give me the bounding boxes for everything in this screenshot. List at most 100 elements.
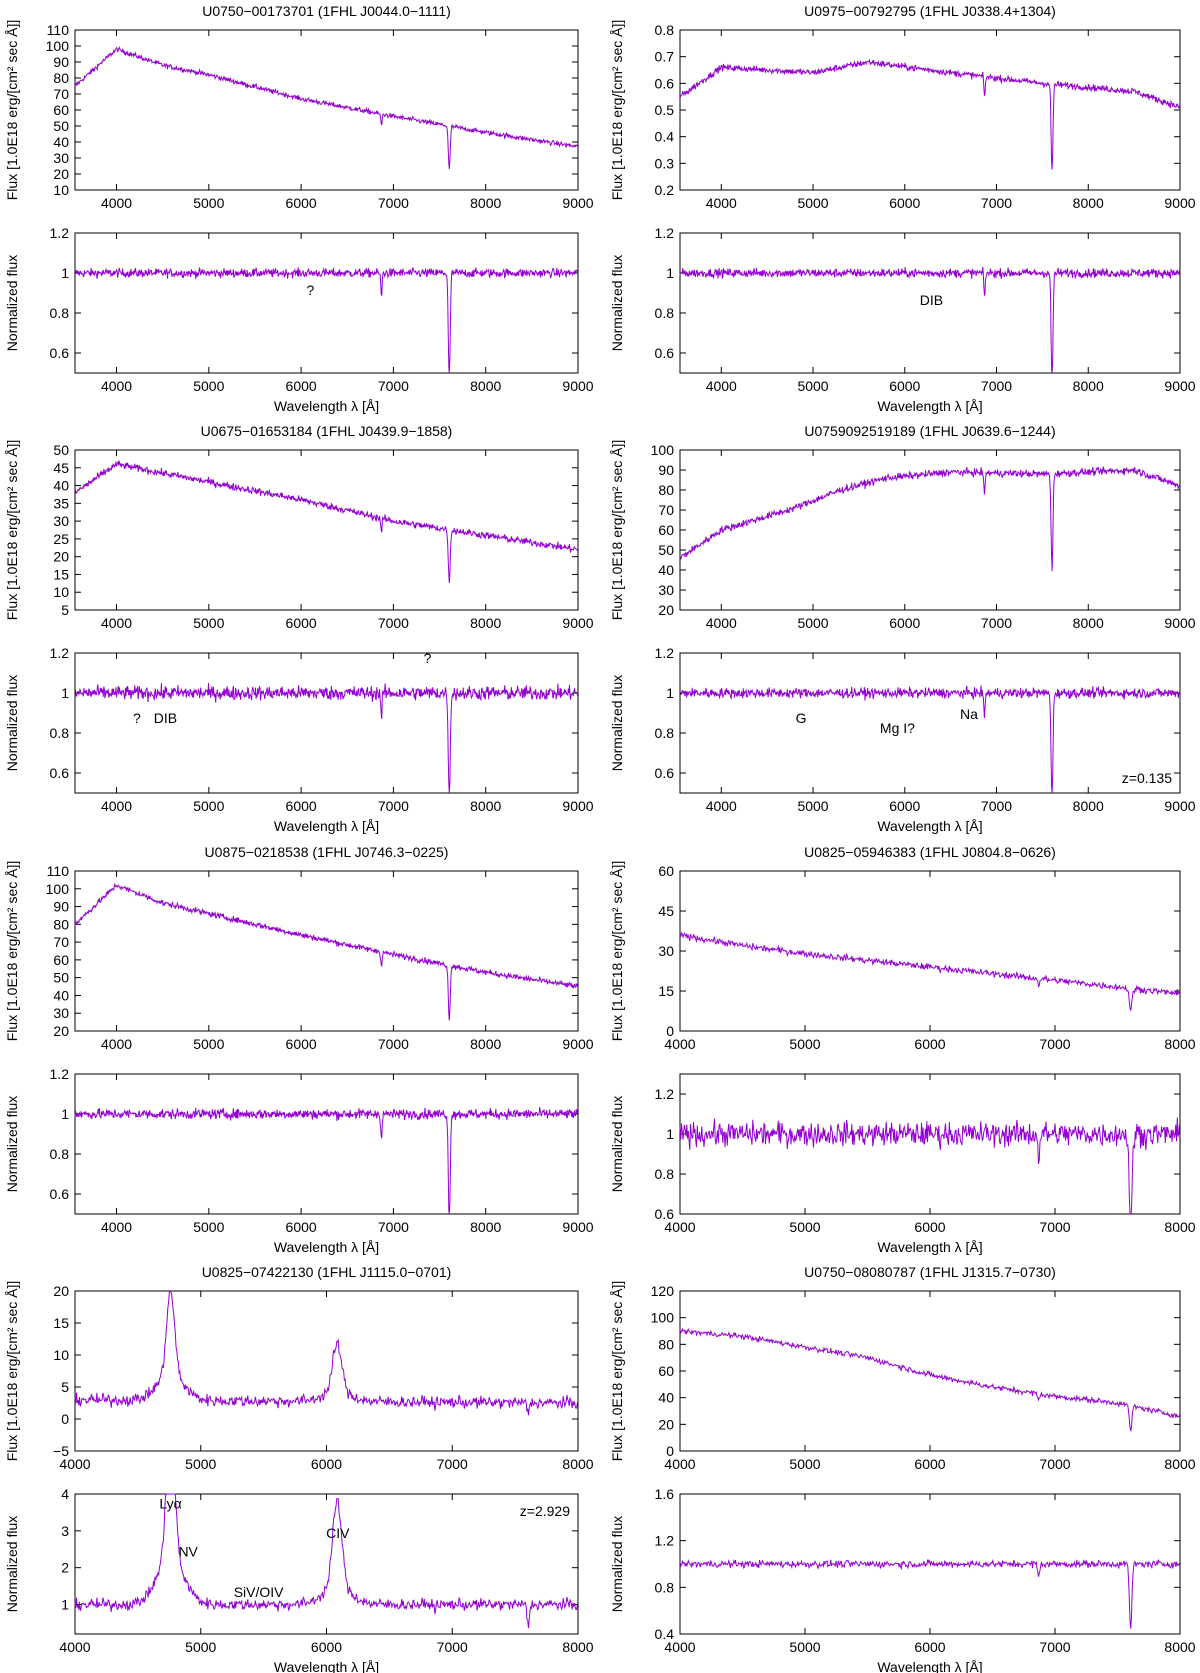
panel-title: U0875−0218538 (1FHL J0746.3−0225) <box>205 844 449 860</box>
flux-ytick-label: 35 <box>53 495 69 511</box>
flux-xtick-label: 6000 <box>914 1456 945 1472</box>
flux-ytick-label: 5 <box>61 1379 69 1395</box>
normalized-spectrum-line <box>679 685 1180 794</box>
flux-xtick-label: 4000 <box>706 615 737 631</box>
flux-xtick-label: 7000 <box>1039 1036 1070 1052</box>
flux-ytick-label: 0.8 <box>655 22 675 38</box>
flux-xtick-label: 4000 <box>101 1036 132 1052</box>
flux-ytick-label: 20 <box>53 1283 69 1299</box>
panel-title: U0750−00173701 (1FHL J0044.0−1111) <box>202 3 451 19</box>
flux-xtick-label: 5000 <box>193 195 224 211</box>
flux-ytick-label: 5 <box>61 602 69 618</box>
flux-xtick-label: 7000 <box>378 1036 409 1052</box>
flux-ytick-label: 30 <box>658 943 674 959</box>
panel-title: U0675−01653184 (1FHL J0439.9−1858) <box>201 423 453 439</box>
panel-title: U0975−00792795 (1FHL J0338.4+1304) <box>804 3 1056 19</box>
flux-xtick-label: 5000 <box>797 615 828 631</box>
norm-ytick-label: 0.8 <box>655 725 675 741</box>
flux-ytick-label: 40 <box>53 987 69 1003</box>
norm-xtick-label: 8000 <box>470 1219 501 1235</box>
normalized-spectrum-line <box>679 1558 1180 1629</box>
norm-xtick-label: 6000 <box>286 1219 317 1235</box>
flux-ytick-label: 110 <box>47 22 70 38</box>
flux-xtick-label: 6000 <box>286 1036 317 1052</box>
flux-xtick-label: 8000 <box>1073 195 1104 211</box>
flux-spectrum-line <box>679 58 1181 170</box>
norm-xtick-label: 5000 <box>193 1219 224 1235</box>
flux-spectrum-line <box>74 45 579 170</box>
flux-ytick-label: 10 <box>53 182 69 198</box>
flux-xtick-label: 7000 <box>1039 1456 1070 1472</box>
norm-ytick-label: 1 <box>666 1126 674 1142</box>
normalized-spectrum-line <box>679 1117 1180 1215</box>
flux-xtick-label: 8000 <box>1164 1456 1195 1472</box>
norm-ytick-label: 1.2 <box>50 645 70 661</box>
flux-spectrum-line <box>679 1327 1180 1432</box>
norm-xtick-label: 9000 <box>1164 378 1195 394</box>
flux-ytick-label: 0.2 <box>655 182 675 198</box>
norm-ytick-label: 3 <box>61 1523 69 1539</box>
spectrum-panel-2: U0975−00792795 (1FHL J0338.4+1304) 0.2 0.3… <box>609 3 1196 414</box>
flux-ytick-label: 70 <box>53 86 69 102</box>
flux-ytick-label: 0.7 <box>655 49 675 65</box>
line-annotation: Lyα <box>159 1496 181 1512</box>
flux-ytick-label: 110 <box>47 863 70 879</box>
normalized-spectrum-line <box>74 682 579 794</box>
spectrum-panel-6: U0825−05946383 (1FHL J0804.8−0626) 0 15 30 4… <box>609 844 1196 1255</box>
norm-ytick-label: 0.8 <box>655 305 675 321</box>
norm-xtick-label: 4000 <box>664 1219 695 1235</box>
flux-ytick-label: 10 <box>53 1347 69 1363</box>
flux-xtick-label: 6000 <box>889 195 920 211</box>
line-annotation: ? <box>306 282 314 298</box>
spectrum-panel-8: U0750−08080787 (1FHL J1315.7−0730) 0 20 40 6… <box>609 1264 1196 1673</box>
flux-ytick-label: −5 <box>53 1443 69 1459</box>
spectrum-panel-3: U0675−01653184 (1FHL J0439.9−1858)510152… <box>4 423 594 834</box>
norm-xtick-label: 8000 <box>562 1639 593 1655</box>
flux-ytick-label: 80 <box>658 482 674 498</box>
flux-plot-frame <box>679 29 1181 191</box>
flux-ylabel: Flux [1.0E18 erg/[cm² sec Å]] <box>4 440 20 621</box>
norm-xtick-label: 8000 <box>1073 378 1104 394</box>
norm-ytick-label: 0.6 <box>50 765 70 781</box>
xlabel: Wavelength λ [Å] <box>274 1659 379 1673</box>
flux-ytick-label: 30 <box>53 150 69 166</box>
flux-ytick-label: 70 <box>53 934 69 950</box>
flux-spectrum-line <box>74 882 579 1021</box>
flux-ytick-label: 20 <box>658 602 674 618</box>
flux-xtick-label: 5000 <box>193 615 224 631</box>
norm-xtick-label: 5000 <box>797 378 828 394</box>
flux-ytick-label: 50 <box>53 118 69 134</box>
norm-xtick-label: 7000 <box>1039 1639 1070 1655</box>
norm-xtick-label: 7000 <box>1039 1219 1070 1235</box>
norm-ytick-label: 1 <box>61 265 69 281</box>
norm-xtick-label: 6000 <box>889 378 920 394</box>
flux-spectrum-line <box>679 932 1180 1011</box>
flux-xtick-label: 4000 <box>664 1456 695 1472</box>
flux-ytick-label: 70 <box>658 502 674 518</box>
panel-title: U0750−08080787 (1FHL J1315.7−0730) <box>804 1264 1056 1280</box>
norm-ytick-label: 0.8 <box>50 725 70 741</box>
norm-xtick-label: 6000 <box>889 798 920 814</box>
flux-spectrum-line <box>74 459 579 584</box>
norm-ytick-label: 1 <box>61 1597 69 1613</box>
norm-xtick-label: 8000 <box>470 378 501 394</box>
flux-xtick-label: 7000 <box>981 195 1012 211</box>
flux-xtick-label: 6000 <box>311 1456 342 1472</box>
flux-ytick-label: 30 <box>658 582 674 598</box>
xlabel: Wavelength λ [Å] <box>877 1239 982 1255</box>
spectrum-panel-4: U0759092519189 (1FHL J0639.6−1244) 20 30 40… <box>609 423 1196 834</box>
normalized-spectrum-line <box>74 1493 578 1629</box>
flux-ytick-label: 0.6 <box>655 75 675 91</box>
norm-plot-frame <box>679 232 1181 374</box>
norm-ylabel: Normalized flux <box>4 1516 20 1612</box>
flux-plot-frame <box>74 29 579 191</box>
flux-ytick-label: 50 <box>53 970 69 986</box>
flux-ytick-label: 60 <box>53 102 69 118</box>
norm-ytick-label: 0.8 <box>655 1166 675 1182</box>
normalized-spectrum-line <box>74 1107 579 1215</box>
norm-ytick-label: 0.6 <box>655 345 675 361</box>
norm-ytick-label: 1.2 <box>50 1066 70 1082</box>
xlabel: Wavelength λ [Å] <box>274 398 379 414</box>
flux-xtick-label: 9000 <box>562 615 593 631</box>
flux-ytick-label: 40 <box>658 562 674 578</box>
